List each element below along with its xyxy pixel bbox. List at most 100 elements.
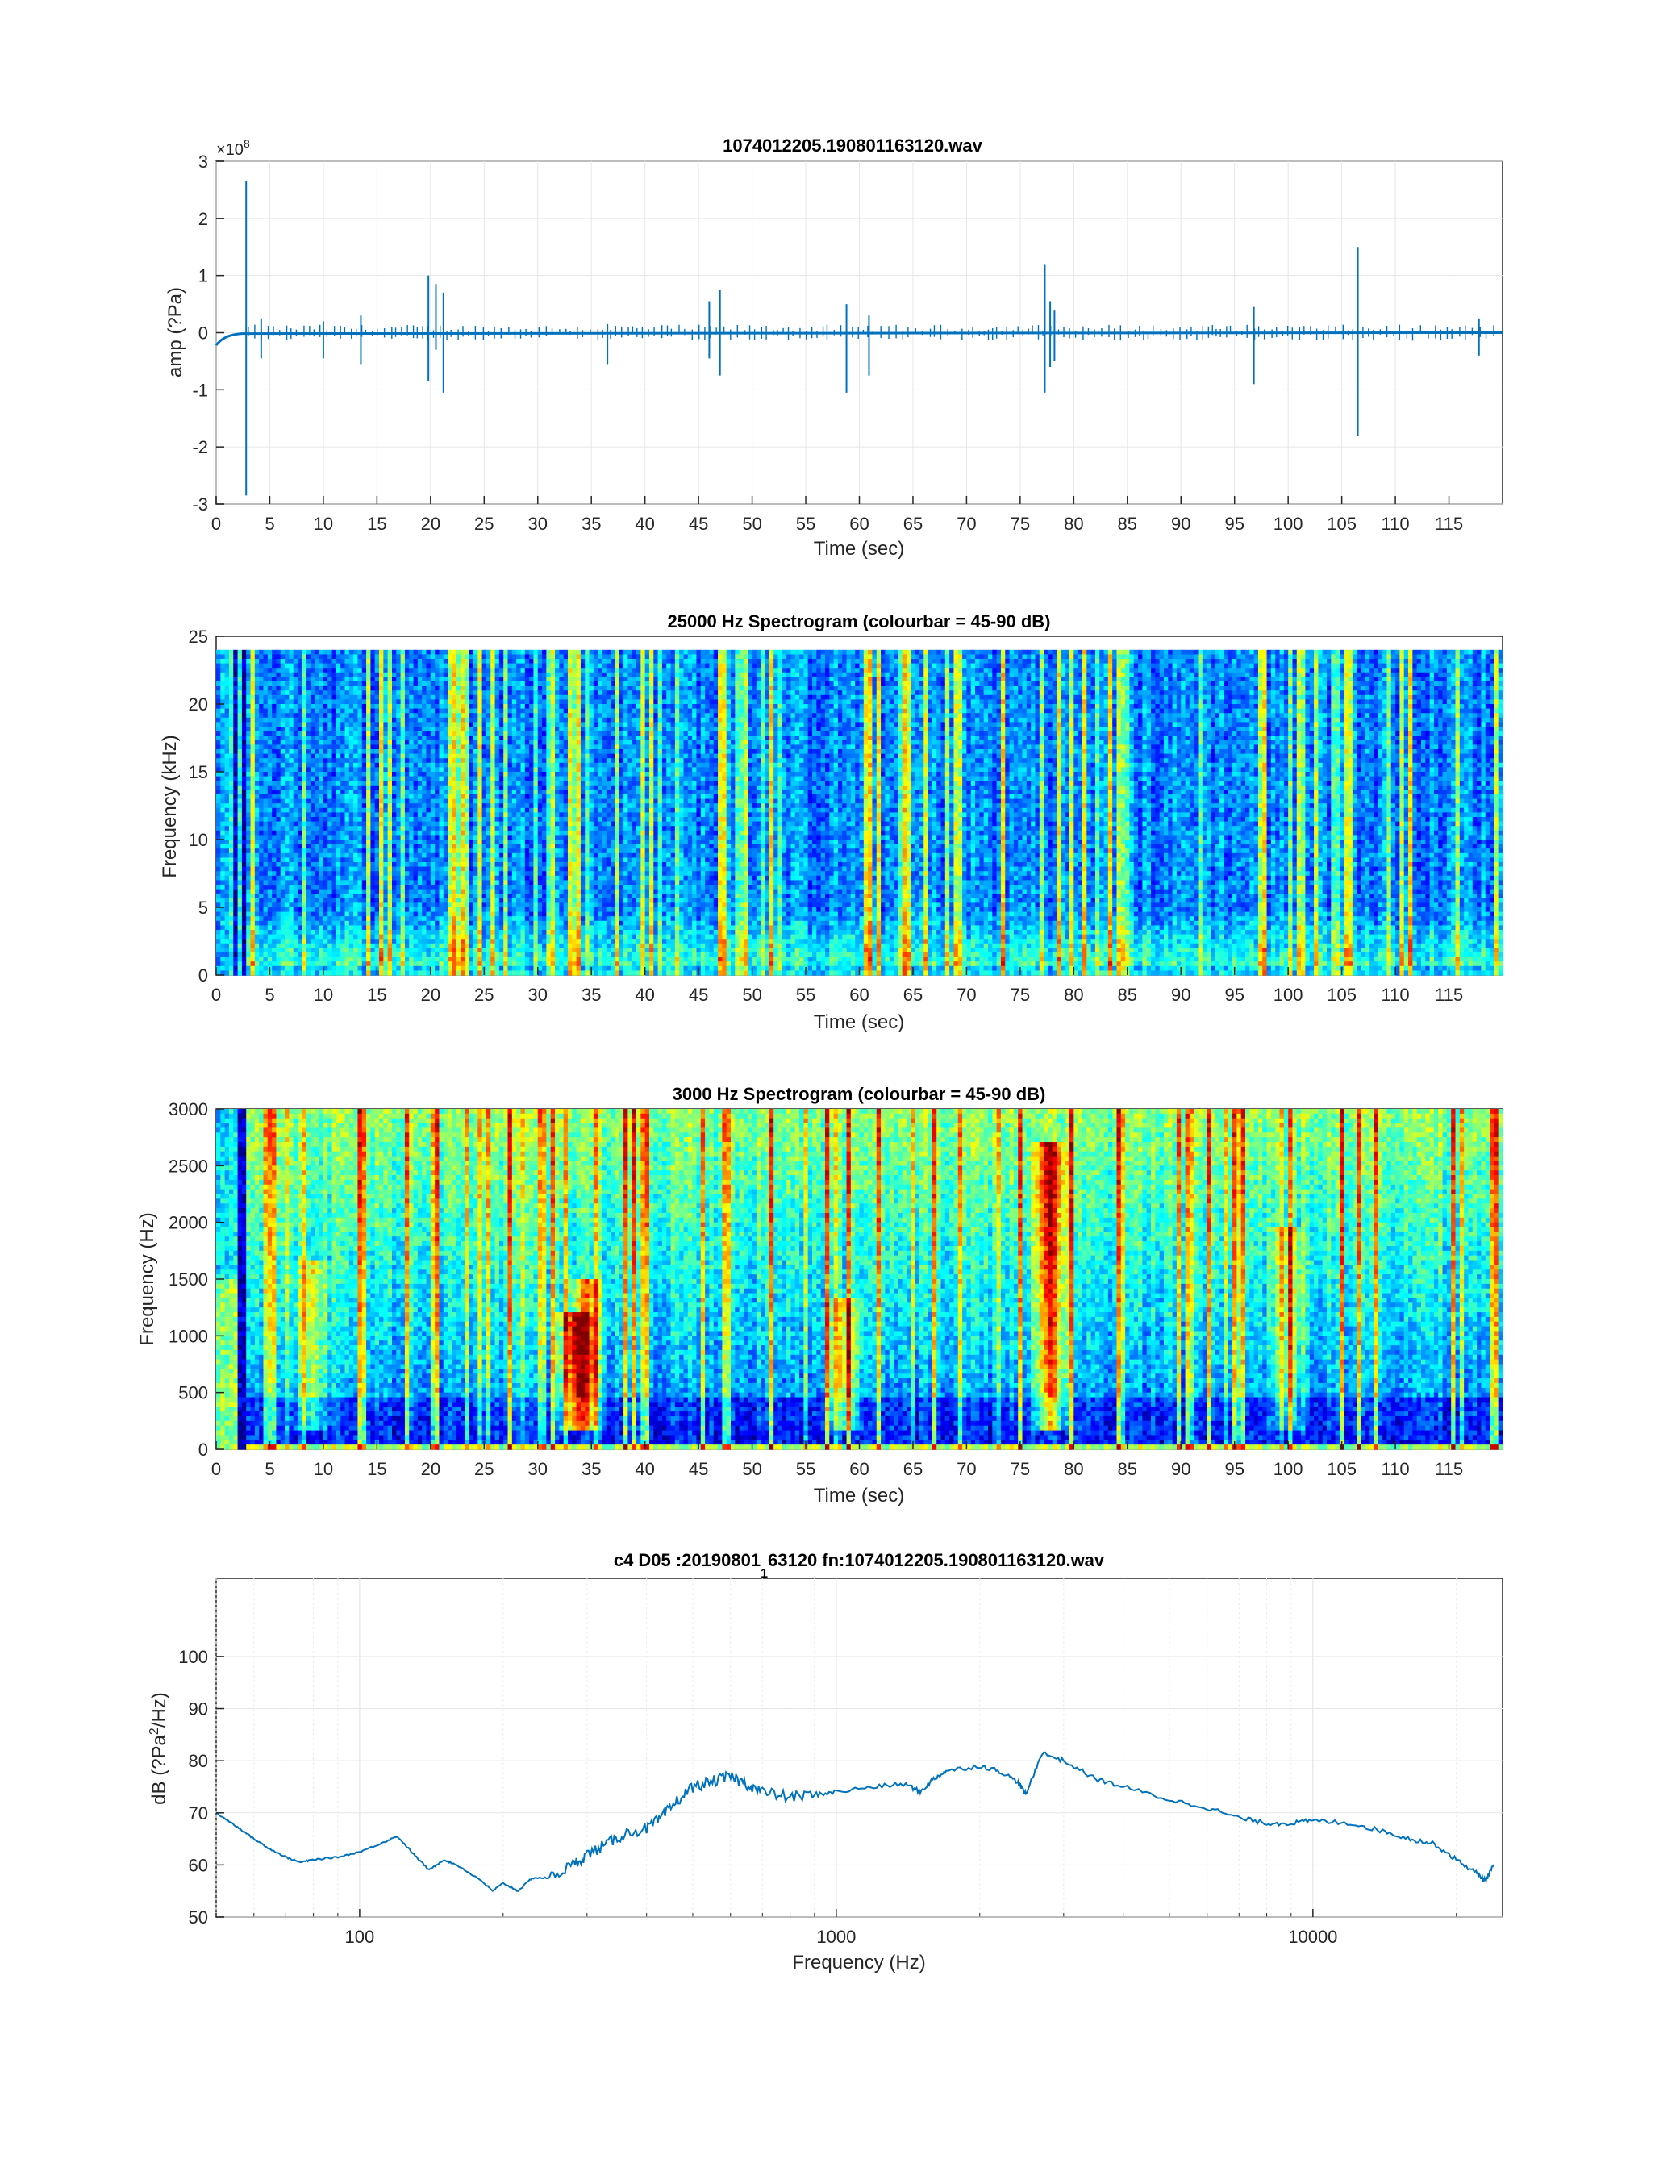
spectrogram-25k-cell	[220, 866, 226, 872]
spectrogram-25k-cell	[302, 690, 307, 696]
spectrogram-25k-cell	[336, 659, 341, 665]
spectrogram-25k-cell	[383, 722, 389, 727]
spectrogram-25k-cell	[302, 731, 307, 736]
spectrogram-25k-cell	[409, 807, 415, 813]
spectrogram-25k-cell	[452, 663, 457, 669]
spectrogram-25k-cell	[456, 668, 461, 673]
spectrogram-25k-cell	[267, 740, 273, 745]
spectrogram-25k-cell	[361, 844, 367, 849]
spectrogram-25k-cell	[443, 672, 448, 677]
spectrogram-25k-cell	[481, 740, 487, 745]
spectrogram-25k-cell	[250, 794, 256, 800]
spectrogram-25k-cell	[336, 740, 341, 745]
spectrogram-25k-cell	[366, 957, 371, 962]
spectrogram-25k-cell	[310, 772, 315, 777]
spectrogram-25k-cell	[396, 911, 402, 917]
spectrogram-25k-cell	[285, 677, 290, 682]
spectrogram-25k-cell	[302, 803, 307, 809]
spectrogram-25k-cell	[430, 943, 436, 948]
spectrogram-25k-cell	[417, 776, 423, 781]
spectrogram-25k-cell	[396, 812, 402, 818]
spectrogram-25k-cell	[439, 821, 444, 827]
spectrogram-25k-cell	[473, 866, 478, 872]
spectrogram-25k-cell	[293, 848, 298, 854]
spectrogram-25k-cell	[357, 781, 363, 786]
spectrogram-25k-cell	[310, 830, 315, 836]
spectrogram-25k-cell	[254, 781, 260, 786]
spectrogram-25k-cell	[353, 781, 359, 786]
spectrogram-25k-cell	[465, 740, 470, 745]
spectrogram-25k-cell	[456, 753, 461, 759]
spectrogram-25k-cell	[435, 681, 440, 687]
spectrogram-25k-cell	[280, 767, 286, 773]
spectrogram-25k-cell	[272, 848, 277, 854]
spectrogram-25k-cell	[448, 885, 453, 890]
spectrogram-25k-cell	[357, 798, 363, 804]
spectrogram-25k-cell	[263, 794, 269, 800]
spectrogram-25k-cell	[477, 740, 483, 745]
spectrogram-25k-cell	[477, 952, 483, 958]
spectrogram-25k-cell	[263, 654, 269, 660]
spectrogram-25k-cell	[344, 885, 350, 890]
spectrogram-25k-cell	[481, 736, 487, 741]
spectrogram-25k-cell	[306, 699, 311, 705]
spectrogram-25k-cell	[409, 681, 415, 687]
spectrogram-25k-cell	[477, 907, 483, 913]
spectrogram-25k-cell	[263, 690, 269, 696]
spectrogram-25k-cell	[461, 668, 465, 673]
spectrogram-25k-cell	[280, 948, 286, 953]
spectrogram-25k-cell	[448, 727, 453, 732]
spectrogram-25k-cell	[430, 731, 436, 736]
spectrogram-25k-cell	[379, 790, 384, 795]
spectrogram-25k-cell	[348, 970, 354, 976]
spectrogram-25k-cell	[241, 672, 247, 677]
spectrogram-25k-cell	[259, 649, 265, 655]
spectrogram-25k-cell	[250, 835, 256, 840]
spectrogram-25k-cell	[387, 694, 393, 700]
spectrogram-25k-cell	[310, 844, 315, 849]
spectrogram-25k-cell	[298, 907, 302, 913]
spectrogram-25k-cell	[477, 821, 483, 827]
spectrogram-25k-cell	[477, 690, 483, 696]
spectrogram-25k-cell	[486, 830, 491, 836]
spectrogram-25k-cell	[310, 686, 315, 691]
spectrogram-25k-cell	[481, 916, 487, 922]
spectrogram-25k-cell	[383, 762, 389, 768]
spectrogram-25k-cell	[465, 961, 470, 967]
spectrogram-25k-cell	[272, 785, 277, 790]
spectrogram-25k-cell	[477, 649, 483, 655]
spectrogram-25k-cell	[263, 943, 269, 948]
spectrogram-25k-cell	[267, 704, 273, 710]
spectrogram-25k-cell	[469, 785, 474, 790]
spectrogram-25k-cell	[331, 844, 337, 849]
spectrogram-25k-cell	[280, 654, 286, 660]
spectrogram-25k-cell	[319, 848, 324, 854]
spectrogram-25k-cell	[379, 830, 384, 836]
spectrogram-25k-cell	[348, 767, 354, 773]
spectrogram-25k-cell	[461, 659, 465, 665]
spectrogram-25k-cell	[469, 663, 474, 669]
spectrogram-25k-cell	[241, 798, 247, 804]
spectrogram-25k-cell	[439, 835, 444, 840]
spectrogram-25k-cell	[477, 871, 483, 877]
spectrogram-25k-cell	[327, 965, 333, 971]
spectrogram-25k-cell	[391, 727, 397, 732]
spectrogram-25k-cell	[276, 934, 281, 940]
spectrogram-25k-cell	[387, 790, 393, 795]
spectrogram-25k-cell	[379, 649, 384, 655]
spectrogram-25k-cell	[306, 952, 311, 958]
spectrogram-25k-cell	[241, 848, 247, 854]
spectrogram-25k-cell	[435, 817, 440, 823]
spectrogram-25k-cell	[417, 677, 423, 682]
spectrogram-25k-cell	[254, 957, 260, 962]
spectrogram-25k-cell	[272, 663, 277, 669]
spectrogram-25k-cell	[224, 654, 230, 660]
spectrogram-25k-cell	[370, 731, 376, 736]
spectrogram-25k-cell	[272, 798, 277, 804]
spectrogram-25k-cell	[241, 704, 247, 710]
spectrogram-25k-cell	[233, 686, 239, 691]
spectrogram-25k-cell	[348, 708, 354, 714]
spectrogram-25k-cell	[306, 649, 311, 655]
spectrogram-25k-cell	[426, 690, 431, 696]
spectrogram-25k-cell	[289, 898, 294, 903]
